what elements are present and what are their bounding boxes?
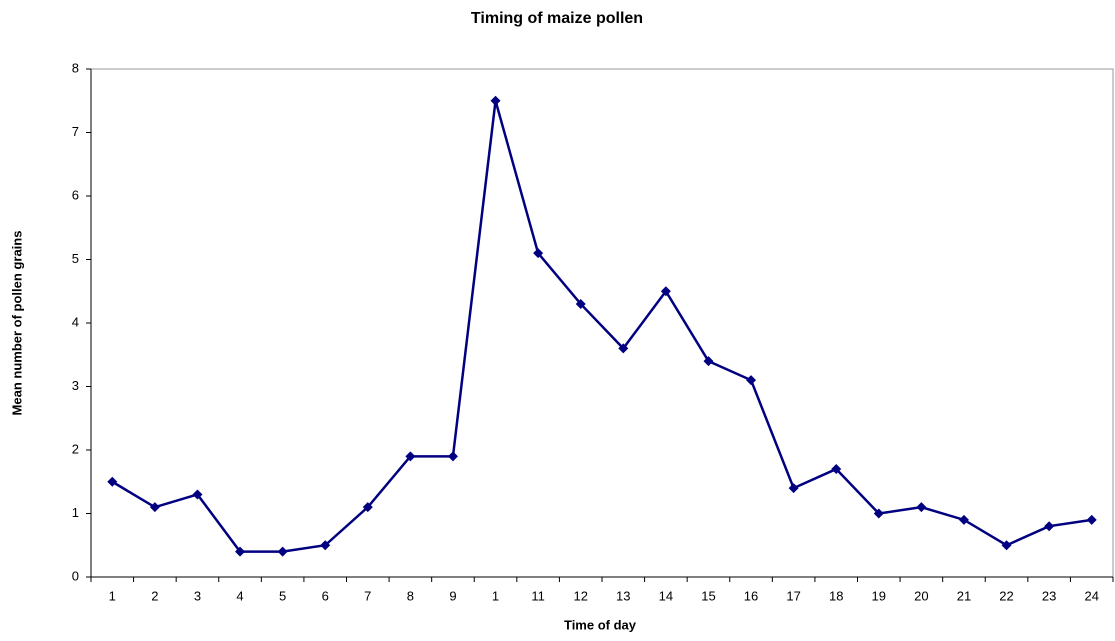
marker xyxy=(235,546,246,557)
marker xyxy=(107,476,118,487)
chart-title: Timing of maize pollen xyxy=(471,10,643,27)
y-tick-label: 5 xyxy=(72,251,79,266)
x-tick-label: 17 xyxy=(786,588,800,603)
marker xyxy=(277,546,288,557)
series-line xyxy=(111,100,1092,553)
x-tick-label: 7 xyxy=(364,588,371,603)
marker xyxy=(746,375,757,386)
marker xyxy=(873,508,884,519)
x-tick-label: 15 xyxy=(701,588,715,603)
marker xyxy=(533,248,544,259)
marker xyxy=(447,451,458,462)
x-tick-label: 9 xyxy=(449,588,456,603)
marker xyxy=(575,298,586,309)
marker xyxy=(788,483,799,494)
marker xyxy=(405,451,416,462)
marker xyxy=(703,356,714,367)
marker xyxy=(831,464,842,475)
marker xyxy=(192,489,203,500)
y-tick-label: 0 xyxy=(72,568,79,583)
x-tick-label: 12 xyxy=(573,588,587,603)
marker xyxy=(149,502,160,513)
x-tick-label: 22 xyxy=(999,588,1013,603)
x-tick-label: 1 xyxy=(109,588,116,603)
x-tick-label: 14 xyxy=(659,588,673,603)
y-tick-label: 1 xyxy=(72,505,79,520)
x-tick-label: 20 xyxy=(914,588,928,603)
x-tick-label: 4 xyxy=(236,588,243,603)
x-tick-label: 13 xyxy=(616,588,630,603)
plot-frame xyxy=(90,68,1114,578)
marker xyxy=(320,540,331,551)
marker xyxy=(958,514,969,525)
x-tick-label: 1 xyxy=(492,588,499,603)
x-tick-label: 24 xyxy=(1084,588,1098,603)
x-tick-label: 21 xyxy=(957,588,971,603)
marker xyxy=(1001,540,1012,551)
y-tick-label: 4 xyxy=(72,314,79,329)
x-tick-label: 19 xyxy=(872,588,886,603)
x-tick-label: 5 xyxy=(279,588,286,603)
marker xyxy=(618,343,629,354)
x-tick-label: 3 xyxy=(194,588,201,603)
marker xyxy=(916,502,927,513)
marker xyxy=(362,502,373,513)
marker xyxy=(490,95,501,106)
marker xyxy=(1086,514,1097,525)
y-tick-label: 8 xyxy=(72,60,79,75)
y-tick-label: 3 xyxy=(72,378,79,393)
y-tick-label: 6 xyxy=(72,187,79,202)
y-tick-label: 7 xyxy=(72,124,79,139)
x-tick-label: 11 xyxy=(531,588,545,603)
x-tick-label: 18 xyxy=(829,588,843,603)
x-tick-label: 16 xyxy=(744,588,758,603)
x-tick-label: 8 xyxy=(407,588,414,603)
x-tick-label: 2 xyxy=(151,588,158,603)
y-tick-label: 2 xyxy=(72,441,79,456)
y-axis-label: Mean number of pollen grains xyxy=(9,231,24,416)
x-tick-label: 23 xyxy=(1042,588,1056,603)
marker xyxy=(1044,521,1055,532)
x-tick-label: 6 xyxy=(322,588,329,603)
x-axis-label: Time of day xyxy=(564,617,637,632)
marker xyxy=(660,286,671,297)
